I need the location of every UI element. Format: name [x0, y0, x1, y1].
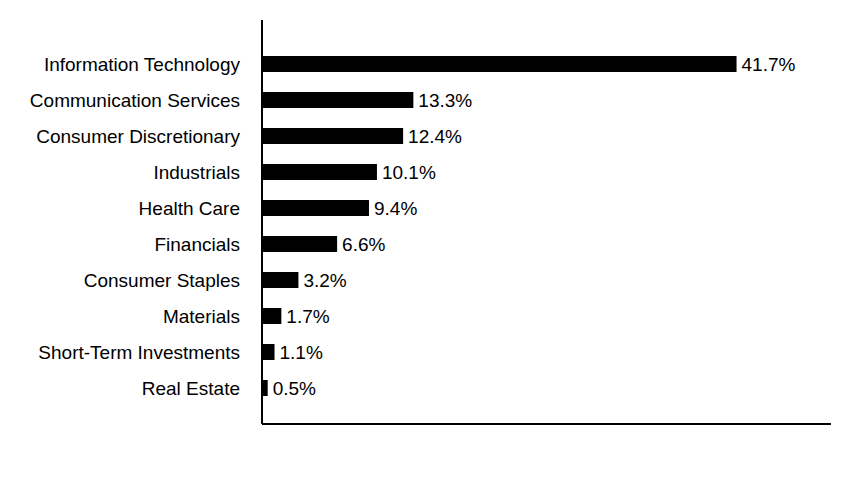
data-label: 10.1%: [382, 162, 436, 183]
bar: [262, 344, 275, 360]
bars: [262, 56, 737, 396]
category-label: Financials: [154, 234, 240, 255]
bar: [262, 92, 413, 108]
category-label: Short-Term Investments: [38, 342, 240, 363]
bar: [262, 164, 377, 180]
bar: [262, 308, 281, 324]
chart: Information Technology 41.7% Communication…: [0, 0, 852, 504]
bar: [262, 272, 298, 288]
data-label: 6.6%: [342, 234, 385, 255]
data-label: 9.4%: [374, 198, 417, 219]
data-label: 1.1%: [280, 342, 323, 363]
data-label: 3.2%: [303, 270, 346, 291]
data-label: 41.7%: [742, 54, 796, 75]
category-label: Consumer Discretionary: [36, 126, 240, 147]
category-label: Health Care: [139, 198, 240, 219]
data-label: 13.3%: [418, 90, 472, 111]
data-label: 1.7%: [286, 306, 329, 327]
data-label: 12.4%: [408, 126, 462, 147]
bar: [262, 128, 403, 144]
category-label: Industrials: [153, 162, 240, 183]
bar: [262, 200, 369, 216]
value-axis: [262, 423, 831, 425]
category-axis: [261, 20, 263, 424]
bar: [262, 236, 337, 252]
category-label: Real Estate: [142, 378, 240, 399]
category-label: Information Technology: [44, 54, 241, 75]
category-label: Materials: [163, 306, 240, 327]
category-label: Consumer Staples: [84, 270, 240, 291]
data-label: 0.5%: [273, 378, 316, 399]
bar: [262, 56, 737, 72]
category-label: Communication Services: [30, 90, 240, 111]
